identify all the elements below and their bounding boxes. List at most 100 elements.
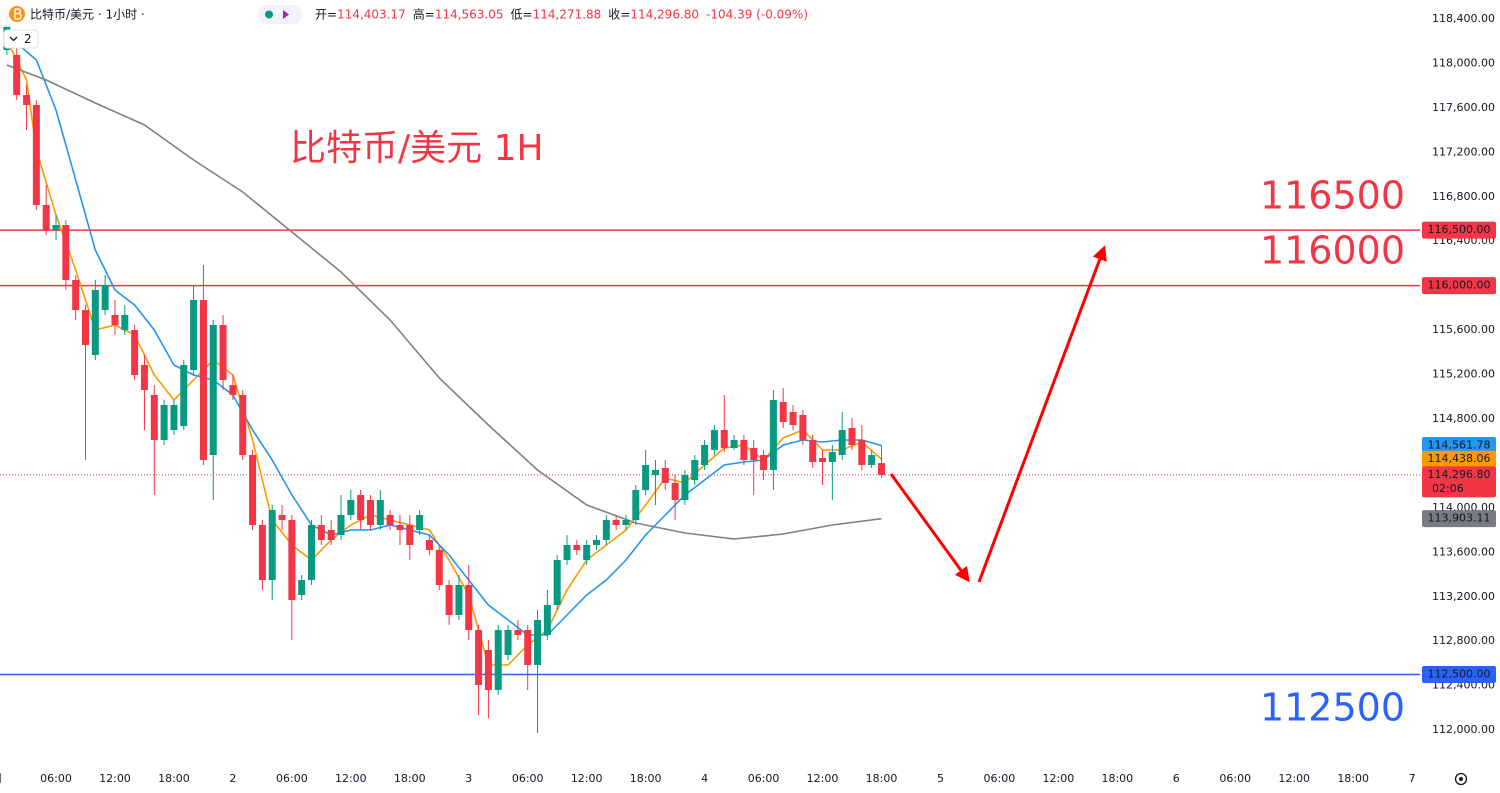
price-axis: 112,000.00112,400.00112,800.00113,200.00… (0, 12, 1496, 785)
ohlc-label: 收= (608, 8, 630, 22)
settings-icon[interactable] (1454, 772, 1468, 786)
y-tick-label: 113,600.00 (1432, 545, 1495, 558)
candle-body (131, 330, 139, 375)
price-tag-label: 114,438.06 (1428, 452, 1491, 465)
candle-body (406, 525, 414, 545)
level-annotation: 116000 (1260, 229, 1405, 273)
candle-body (180, 365, 188, 427)
x-tick-label: 5 (937, 772, 944, 785)
candle-body (209, 325, 217, 455)
candle-body (445, 585, 453, 615)
price-tag (1422, 666, 1496, 684)
x-tick-label: 18:00 (1337, 772, 1369, 785)
candle-body (386, 515, 394, 525)
x-tick-label: 6 (1173, 772, 1180, 785)
candle-body (435, 550, 443, 585)
candle-body (366, 500, 374, 525)
price-tag-label: 116,500.00 (1428, 223, 1491, 236)
x-tick-label: 2 (229, 772, 236, 785)
y-tick-label: 117,600.00 (1432, 101, 1495, 114)
x-tick-label: 7 (1409, 772, 1416, 785)
price-tag (1422, 510, 1496, 528)
candle-body (740, 440, 748, 460)
candle-body (858, 440, 866, 465)
candle-body (160, 405, 168, 440)
x-tick-label: 18:00 (158, 772, 190, 785)
candle-body (425, 540, 433, 550)
candle-body (229, 385, 237, 395)
indicator-toggle[interactable] (3, 29, 39, 49)
price-tag-label: 113,903.11 (1428, 512, 1491, 525)
x-tick-label: 18:00 (630, 772, 662, 785)
price-tag (1422, 221, 1496, 239)
ohlc-label: 高= (413, 7, 435, 22)
ohlc-label: 开= (315, 8, 337, 22)
price-tag (1422, 466, 1496, 498)
indicator-count: 2 (24, 32, 32, 46)
price-tag-label: 114,296.80 (1428, 468, 1491, 481)
candle-body (190, 300, 198, 370)
coin-symbol (14, 8, 22, 20)
pill-icon (283, 10, 289, 19)
price-tag (1422, 450, 1496, 468)
candle-body (101, 285, 109, 310)
candle-body (622, 520, 630, 525)
candle-body (612, 520, 620, 525)
candle-body (298, 580, 306, 595)
candle-body (455, 585, 463, 615)
x-tick-label: 4 (701, 772, 708, 785)
x-tick-label: 18:00 (1101, 772, 1133, 785)
candle-body (514, 630, 522, 635)
candle-body (121, 315, 129, 330)
y-tick-label: 112,000.00 (1432, 723, 1495, 736)
candle-body (681, 475, 689, 500)
y-tick-label: 117,200.00 (1432, 145, 1495, 158)
candle-body (258, 525, 266, 580)
x-tick-label: 12:00 (99, 772, 131, 785)
candle-body (710, 430, 718, 450)
x-tick-label: 06:00 (40, 772, 72, 785)
candle-body (249, 455, 257, 525)
price-tag (1422, 436, 1496, 454)
forecast-arrow-up (977, 245, 1107, 583)
candle-body (199, 300, 207, 460)
candle-body (553, 560, 561, 605)
y-tick-label: 115,600.00 (1432, 323, 1495, 336)
candle-body (416, 515, 424, 530)
status-dot (265, 10, 273, 19)
candle-body (769, 400, 777, 470)
candle-body (730, 440, 738, 448)
y-tick-label: 116,800.00 (1432, 190, 1495, 203)
candle-body (760, 455, 768, 470)
moving-average (6, 64, 882, 540)
x-tick-label: 3 (465, 772, 472, 785)
x-tick-label: 12:00 (807, 772, 839, 785)
candle-body (317, 525, 325, 540)
candle-body (42, 205, 50, 230)
candle-body (52, 225, 60, 230)
ohlc-value: 114,271.88 (533, 8, 602, 22)
x-tick-label: 06:00 (276, 772, 308, 785)
candle-body (701, 445, 709, 465)
price-tag-label: 114,561.78 (1428, 438, 1491, 451)
moving-average (6, 34, 882, 636)
y-tick-label: 118,000.00 (1432, 56, 1495, 69)
candle-body (642, 465, 650, 490)
candle-body (219, 325, 227, 380)
pill[interactable] (258, 5, 302, 24)
header-bg (0, 0, 780, 27)
candle-body (543, 605, 551, 635)
forecast-arrow-down (889, 473, 970, 583)
candle-body (484, 650, 492, 690)
y-tick-label: 112,800.00 (1432, 634, 1495, 647)
x-tick-label: 18:00 (394, 772, 426, 785)
candle-body (327, 530, 335, 540)
candle-body (504, 630, 512, 655)
candle-body (23, 95, 31, 105)
candle-body (848, 428, 856, 445)
candle-body (651, 470, 659, 475)
header: 比特币/美元 · 1小时 · 开= 114,403.17 高= 114,563.05 低… (0, 0, 808, 49)
candle-body (583, 545, 591, 560)
